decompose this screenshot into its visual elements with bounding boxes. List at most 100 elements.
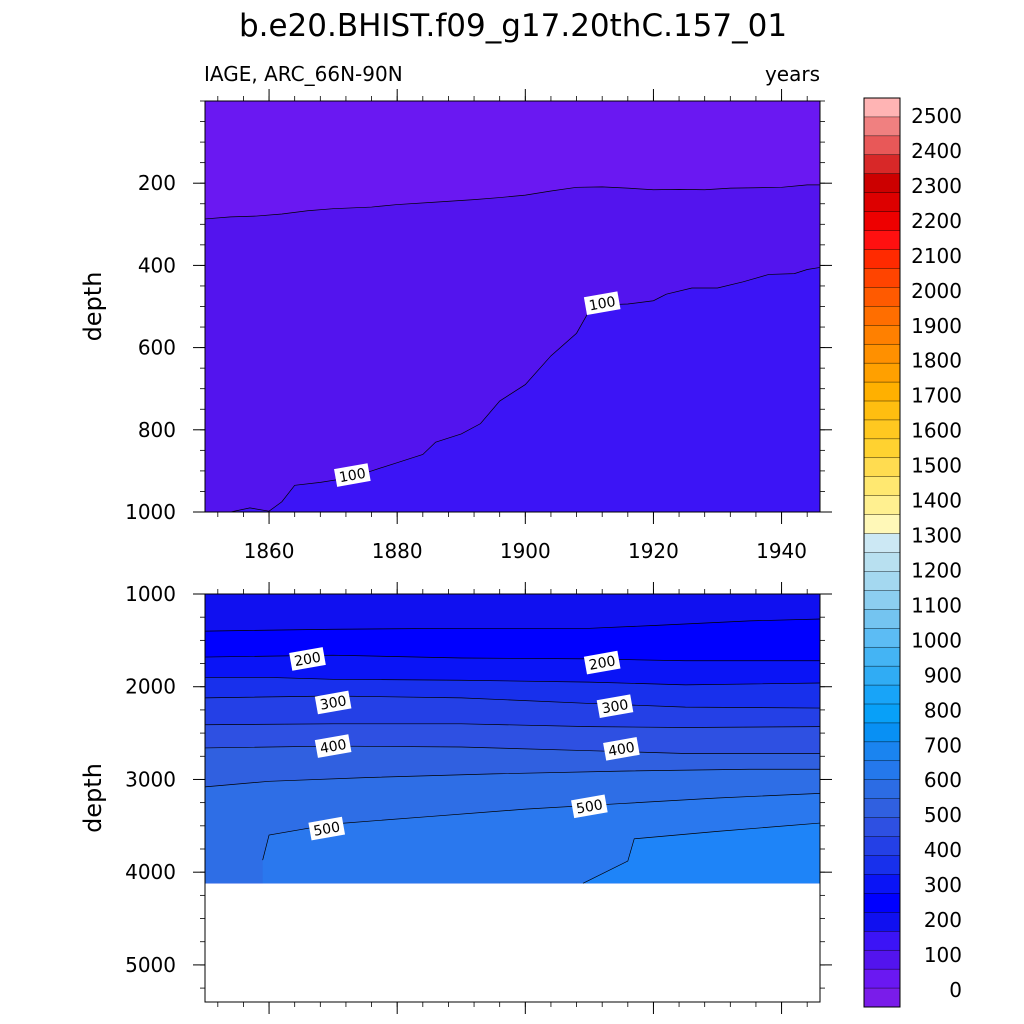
colorbar-label: 1800 [911,349,962,373]
y-axis-label: depth [79,763,107,833]
colorbar-swatch [863,343,901,364]
contour-line-label: 200 [583,650,621,675]
colorbar-swatch [863,665,901,686]
colorbar-swatch [863,949,901,970]
colorbar-label: 1100 [911,593,962,617]
colorbar-swatch [863,646,901,667]
colorbar-label: 1300 [911,524,962,548]
colorbar-swatch [863,419,901,440]
colorbar-swatch [863,514,901,535]
contour-line-550 [582,822,820,884]
colorbar-label: 800 [924,698,962,722]
colorbar-swatch [863,533,901,553]
colorbar-swatch [863,211,901,232]
contour-fill-area: 100 100 [205,101,820,512]
x-tick-label: 1860 [244,539,295,563]
lower-contour-panel: 200 200 300 300 400 400 500 500 1000 2000 3000 4000… [79,582,832,1014]
colorbar-label: 1900 [911,314,962,338]
colorbar-swatch [863,779,901,800]
contour-line-label: 400 [314,734,352,758]
colorbar-swatch [863,628,901,648]
contour-line-250 [205,677,820,686]
contour-line-350 [205,723,820,728]
colorbar-label: 1700 [911,384,962,408]
y-tick-label: 200 [138,171,176,195]
colorbar-label: 0 [949,978,962,1002]
colorbar-swatch [863,457,901,478]
colorbar-label: 2500 [911,104,962,128]
svg-text:100: 100 [588,294,617,314]
y-axis-label: depth [79,272,107,342]
colorbar-swatch [863,684,901,705]
svg-text:500: 500 [575,797,604,817]
colorbar-label: 1600 [911,419,962,443]
colorbar-label: 2100 [911,244,962,268]
colorbar-swatch [863,381,901,402]
colorbar-swatch [863,230,901,250]
colorbar-label: 600 [924,768,962,792]
colorbar-label: 1500 [911,454,962,478]
variable-region-label: IAGE, ARC_66N-90N [204,62,403,86]
colorbar-label: 2400 [911,139,962,163]
colorbar-swatch [863,552,901,572]
colorbar-swatch [863,476,901,497]
svg-text:200: 200 [588,653,617,673]
y-tick-label: 800 [138,418,176,442]
colorbar-swatch [863,609,901,629]
colorbar-swatch [863,495,901,516]
colorbar-label: 1400 [911,489,962,513]
contour-line-500 [262,793,820,861]
colorbar-swatch [863,249,901,269]
svg-text:300: 300 [319,693,348,713]
colorbar-swatch [863,268,901,288]
contour-line-label: 300 [596,694,634,719]
colorbar-swatch [863,760,901,781]
colorbar-swatch [863,116,901,137]
colorbar-swatch [863,135,901,156]
colorbar-swatch [863,362,901,383]
x-tick-label: 1940 [756,539,807,563]
svg-text:200: 200 [293,650,322,670]
svg-text:400: 400 [319,737,348,757]
colorbar-label: 700 [924,733,962,757]
colorbar-label: 500 [924,803,962,827]
colorbar-swatch [863,287,901,307]
svg-text:500: 500 [312,819,341,839]
colorbar-swatch [863,400,901,421]
upper-contour-panel: 100 100 200 400 600 800 1000 1860 1880 1900 1920 19… [79,89,832,563]
y-tick-label: 1000 [125,500,176,524]
colorbar-label: 100 [924,943,962,967]
colorbar-swatch [863,836,901,856]
contour-line-450 [205,768,820,788]
colorbar-swatch [863,912,901,932]
y-tick-label: 3000 [125,767,176,791]
colorbar: 2500240023002200210020001900180017001600… [863,97,962,1008]
plot-frame [204,593,821,1003]
y-tick-label: 600 [138,336,176,360]
colorbar-swatch [863,173,901,194]
units-label: years [765,62,820,86]
svg-text:300: 300 [601,697,630,717]
x-tick-label: 1880 [372,539,423,563]
colorbar-label: 2200 [911,209,962,233]
colorbar-swatch [863,97,901,118]
contour-fill-area: 200 200 300 300 400 400 500 500 [205,594,820,884]
colorbar-swatch [863,306,901,326]
colorbar-swatch [863,968,901,989]
contour-line-label: 100 [334,463,371,487]
contour-line-100 [230,267,820,512]
figure-title: b.e20.BHIST.f09_g17.20thC.157_01 [239,8,787,44]
contour-line-label: 500 [571,794,608,819]
contour-band-100 [230,267,820,512]
colorbar-swatch [863,798,901,819]
colorbar-swatch [863,154,901,175]
contour-line-150 [205,618,820,632]
colorbar-swatch [863,931,901,951]
y-tick-label: 2000 [125,675,176,699]
colorbar-label: 300 [924,873,962,897]
colorbar-swatch [863,590,901,610]
y-tick-label: 5000 [125,953,176,977]
colorbar-swatch [863,817,901,838]
colorbar-swatch [863,703,901,724]
